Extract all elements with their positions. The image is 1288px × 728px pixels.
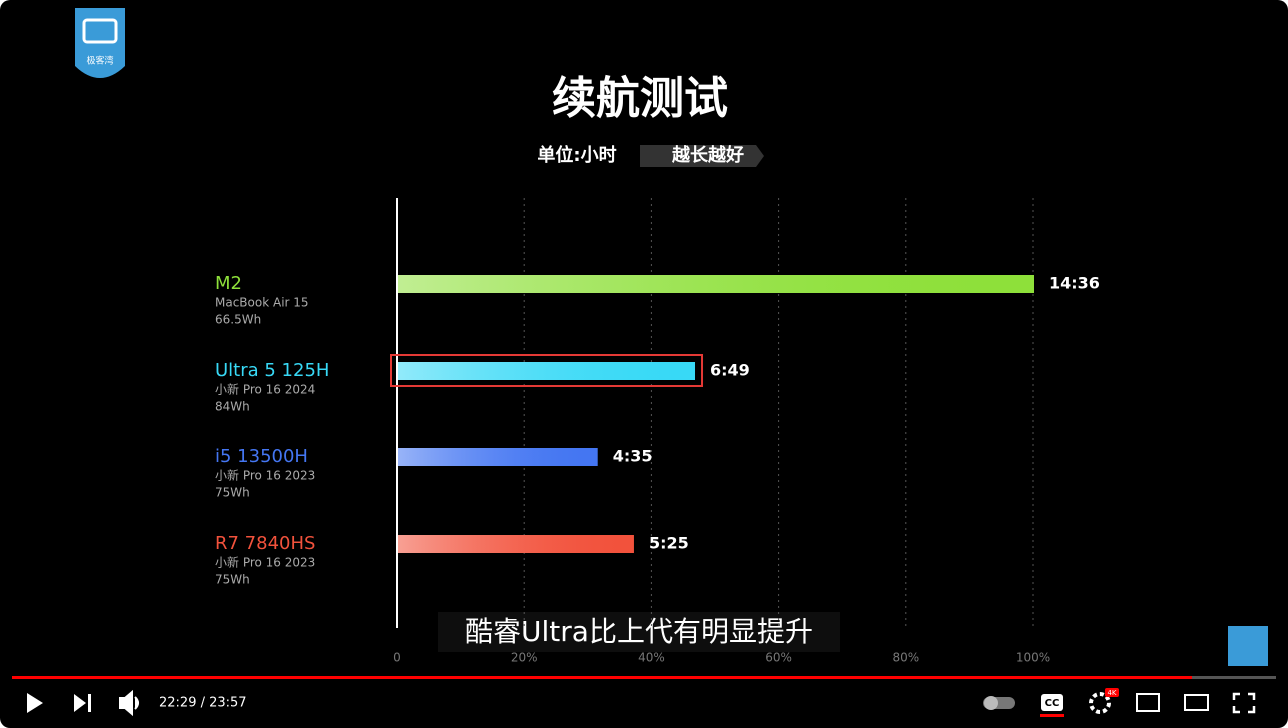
value-label: 4:35 [613, 447, 653, 466]
x-tick-label: 80% [892, 651, 919, 665]
category-label: Ultra 5 125H [215, 360, 329, 381]
cc-label: CC [1045, 698, 1060, 709]
autoplay-knob [984, 696, 998, 710]
chart-badge: 越长越好 [671, 144, 744, 166]
bar-shine [398, 275, 1034, 293]
play-button[interactable] [27, 693, 43, 713]
fullscreen-button[interactable] [1232, 692, 1256, 714]
category-detail: 84Wh [215, 400, 250, 414]
highlight-box [390, 354, 704, 387]
x-tick-label: 60% [765, 651, 792, 665]
category-detail: 小新 Pro 16 2023 [215, 555, 315, 570]
chart-title: 续航测试 [552, 73, 728, 124]
settings-button[interactable] [1089, 692, 1111, 714]
x-tick-label: 20% [511, 651, 538, 665]
logo-icon [82, 18, 118, 44]
category-detail: 66.5Wh [215, 313, 261, 327]
bar-shine [398, 362, 696, 380]
value-label: 6:49 [710, 361, 750, 380]
caption: 酷睿Ultra比上代有明显提升 [465, 615, 813, 648]
x-tick-label: 40% [638, 651, 665, 665]
category-detail: 小新 Pro 16 2024 [215, 382, 315, 397]
value-label: 5:25 [649, 534, 689, 553]
x-tick-label: 100% [1016, 651, 1050, 665]
miniplayer-button[interactable] [1136, 693, 1160, 712]
quality-badge: 4K [1107, 689, 1116, 697]
x-tick-label: 0 [393, 651, 401, 665]
category-label: M2 [215, 273, 242, 294]
category-label: i5 13500H [215, 446, 308, 467]
next-button[interactable] [74, 694, 91, 712]
logo-text: 极客湾 [86, 55, 113, 67]
category-detail: 75Wh [215, 486, 250, 500]
cc-active [1040, 714, 1064, 717]
category-label: R7 7840HS [215, 533, 315, 554]
quality-badge-bg [1105, 688, 1119, 697]
chart-subtitle: 单位:小时 [537, 144, 616, 166]
watermark [1228, 626, 1268, 666]
volume-button[interactable] [119, 689, 139, 717]
category-detail: MacBook Air 15 [215, 296, 309, 310]
caption-bg [438, 612, 840, 652]
bar-shine [398, 448, 598, 466]
bar-shine [398, 535, 634, 553]
category-detail: 75Wh [215, 573, 250, 587]
progress-played[interactable] [12, 676, 1192, 679]
category-detail: 小新 Pro 16 2023 [215, 468, 315, 483]
time-display: 22:29 / 23:57 [159, 696, 247, 711]
badge-bg [640, 145, 764, 167]
value-label: 14:36 [1049, 274, 1100, 293]
cc-button[interactable] [1041, 694, 1063, 711]
theater-button[interactable] [1184, 694, 1209, 711]
